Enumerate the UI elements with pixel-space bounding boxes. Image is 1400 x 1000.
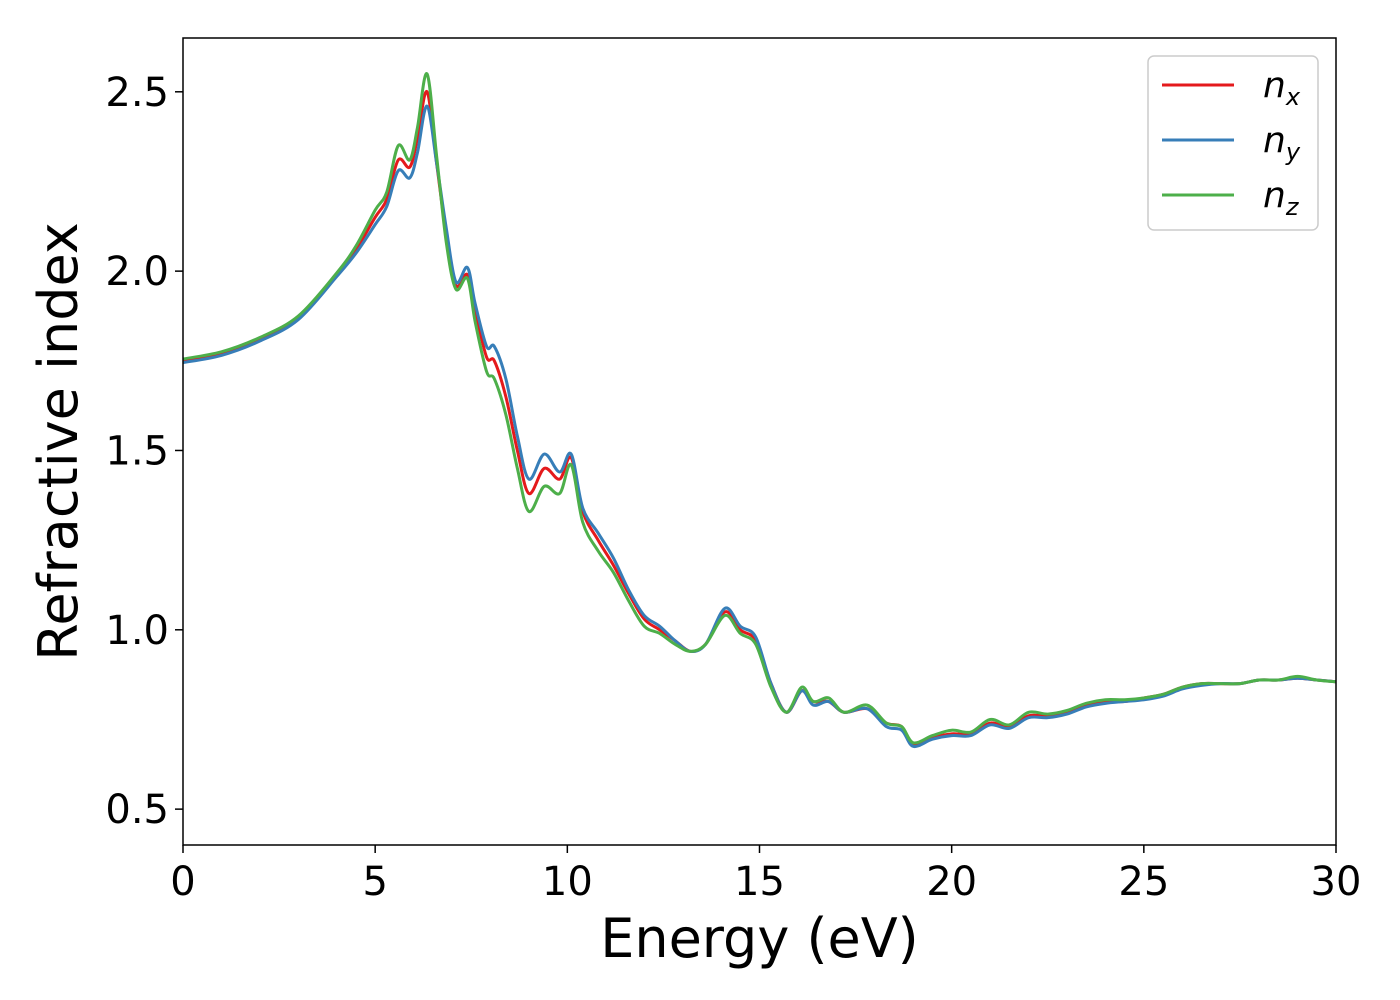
- y-axis-label: Refractive index: [27, 222, 90, 661]
- x-axis: 0 5 10 15 20 25 30: [170, 845, 1361, 905]
- y-tick-label: 0.5: [105, 787, 169, 833]
- legend-label-y: ny: [1263, 120, 1301, 166]
- legend-label-z: nz: [1263, 175, 1300, 221]
- legend: nx ny nz: [1147, 55, 1319, 231]
- x-tick-label: 0: [170, 859, 195, 905]
- x-tick-label: 10: [542, 859, 593, 905]
- series-line-z: [183, 72, 1336, 745]
- x-tick-label: 20: [926, 859, 977, 905]
- y-tick-label: 2.5: [105, 70, 169, 116]
- series-layer: [183, 72, 1336, 749]
- x-axis-label: Energy (eV): [600, 907, 919, 970]
- y-tick-label: 1.0: [105, 608, 169, 654]
- legend-box: [1147, 55, 1319, 231]
- series-line-y: [183, 104, 1336, 749]
- x-tick-label: 30: [1311, 859, 1362, 905]
- y-tick-label: 2.0: [105, 249, 169, 295]
- x-tick-label: 25: [1118, 859, 1169, 905]
- legend-label-x: nx: [1263, 65, 1301, 111]
- x-tick-label: 5: [362, 859, 387, 905]
- x-tick-label: 15: [734, 859, 785, 905]
- y-axis: 0.5 1.0 1.5 2.0 2.5: [105, 70, 183, 833]
- y-tick-label: 1.5: [105, 428, 169, 474]
